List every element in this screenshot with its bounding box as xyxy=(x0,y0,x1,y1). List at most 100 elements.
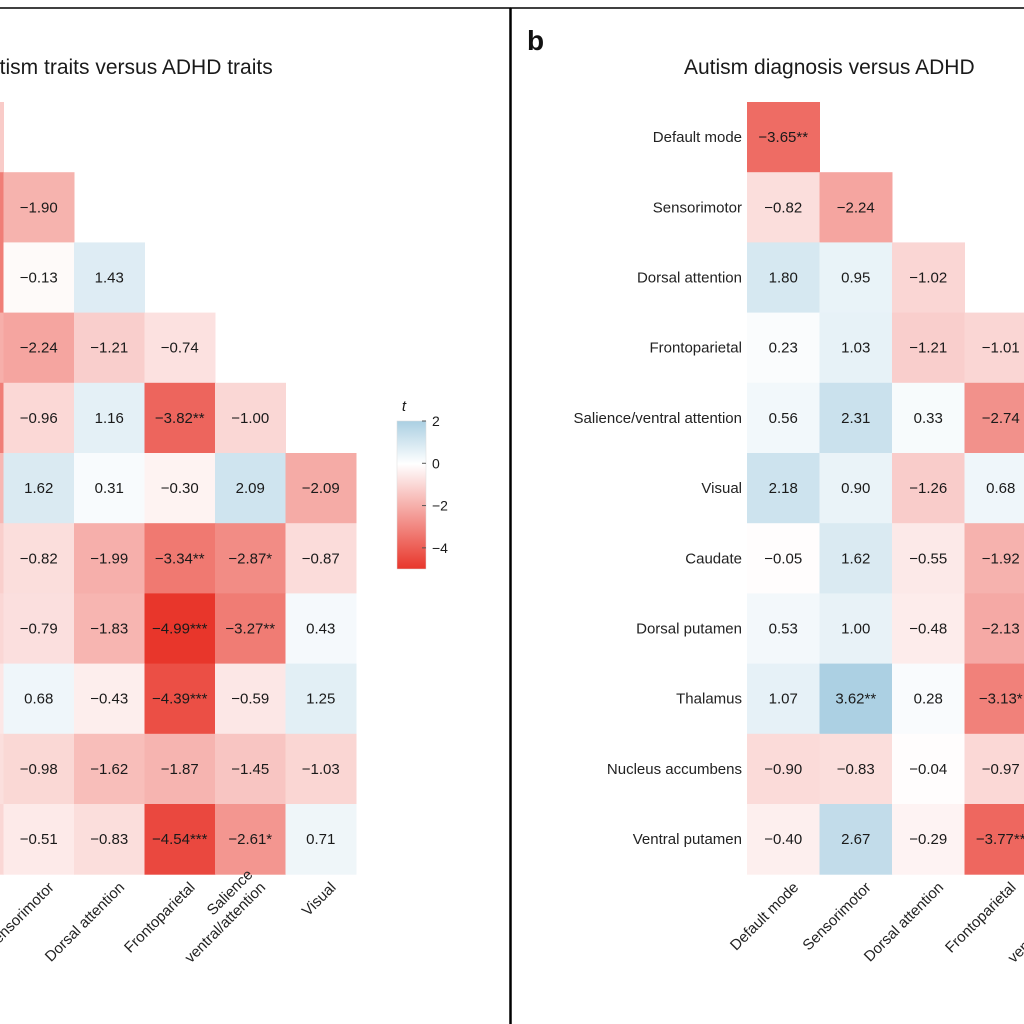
a-cell-value: −0.74 xyxy=(161,340,199,357)
b-heatmap-cell xyxy=(747,312,820,384)
b-column-label: Sensorimotor xyxy=(799,879,874,954)
a-heatmap-cell xyxy=(144,523,216,594)
a-cell-value: 1.16 xyxy=(95,410,124,427)
colorbar-tick-label: −4 xyxy=(432,540,448,556)
a-cell-value: −0.82 xyxy=(20,550,58,567)
a-column-label: Visual xyxy=(299,879,340,920)
b-cell-value: 0.23 xyxy=(769,340,798,357)
a-cell-value: −2.61* xyxy=(228,831,272,848)
b-row-label: Dorsal putamen xyxy=(636,621,742,638)
b-heatmap-cell xyxy=(747,102,820,173)
a-cell-value: 0.43 xyxy=(306,621,335,638)
b-cell-value: 1.80 xyxy=(769,270,798,287)
a-heatmap-cell xyxy=(285,804,357,875)
a-heatmap-cell xyxy=(144,382,216,454)
a-heatmap-cell xyxy=(0,242,4,314)
panel-a: Autism traits versus ADHD traits −1.90 −0… xyxy=(0,56,357,967)
a-heatmap-cell xyxy=(0,172,4,243)
b-cell-value: −1.01 xyxy=(982,340,1020,357)
b-heatmap-cell xyxy=(747,172,820,243)
b-cell-value: −2.74 xyxy=(982,410,1020,427)
b-cell-value: −3.65** xyxy=(758,129,808,146)
a-cell-value: −4.39*** xyxy=(152,691,208,708)
b-cell-value: 0.56 xyxy=(769,410,798,427)
colorbar-title: t xyxy=(402,398,407,415)
b-cell-value: 0.95 xyxy=(841,270,870,287)
a-cell-value: −0.87 xyxy=(302,550,340,567)
b-heatmap-cell xyxy=(819,242,893,314)
b-heatmap-cell xyxy=(892,312,965,384)
a-cell-value: −1.87 xyxy=(161,761,199,778)
b-cell-value: 1.00 xyxy=(841,621,870,638)
b-heatmap-cell xyxy=(747,382,820,454)
a-heatmap-cell xyxy=(215,523,286,594)
b-cell-value: 1.07 xyxy=(769,691,798,708)
a-heatmap-cell xyxy=(3,804,75,875)
b-cell-value: −1.02 xyxy=(909,270,947,287)
b-row-label: Default mode xyxy=(653,129,742,146)
b-heatmap-cell xyxy=(747,733,820,805)
a-cell-value: −1.99 xyxy=(90,550,128,567)
b-row-label: Salience/ventral attention xyxy=(574,410,742,427)
b-cell-value: −0.55 xyxy=(909,550,947,567)
b-cell-value: −0.90 xyxy=(764,761,802,778)
a-cell-value: −0.59 xyxy=(231,691,269,708)
b-cell-value: 0.53 xyxy=(769,621,798,638)
a-heatmap-cell xyxy=(144,733,216,805)
a-cell-value: 0.68 xyxy=(24,691,53,708)
b-cell-value: 1.03 xyxy=(841,340,870,357)
b-column-label-line: Frontoparietal xyxy=(942,879,1019,956)
a-heatmap-cell xyxy=(285,523,357,594)
a-heatmap-cell xyxy=(3,663,75,735)
colorbar: t 2 0 −2 −4 xyxy=(396,398,448,570)
b-heatmap-cell xyxy=(892,593,965,665)
a-heatmap-cell xyxy=(144,663,216,735)
a-heatmap-cell xyxy=(74,804,145,875)
a-cell-value: −2.09 xyxy=(302,480,340,497)
a-heatmap-cell xyxy=(144,804,216,875)
a-heatmap-cell xyxy=(74,663,145,735)
panel-b-title: Autism diagnosis versus ADHD xyxy=(684,56,975,79)
colorbar-gradient xyxy=(396,420,427,570)
colorbar-tick-label: −2 xyxy=(432,498,448,514)
a-cell-value: 1.62 xyxy=(24,480,53,497)
b-cell-value: 2.31 xyxy=(841,410,870,427)
b-row-label: Visual xyxy=(701,480,742,497)
b-heatmap-cell xyxy=(892,804,965,875)
b-heatmap-cell xyxy=(819,733,893,805)
b-heatmap-cell xyxy=(747,242,820,314)
b-cell-value: −1.26 xyxy=(909,480,947,497)
b-cell-value: −0.04 xyxy=(909,761,947,778)
a-heatmap-cell xyxy=(215,733,286,805)
a-heatmap-cell xyxy=(285,733,357,805)
a-heatmap-cell xyxy=(0,312,4,384)
a-heatmap-cell xyxy=(74,523,145,594)
b-heatmap-cell xyxy=(892,382,965,454)
a-heatmap-cell xyxy=(215,593,286,665)
a-column-label-line: Visual xyxy=(299,879,340,920)
a-heatmap-cell xyxy=(74,312,145,384)
panel-b-letter: b xyxy=(527,25,544,56)
b-heatmap-cell xyxy=(892,663,965,735)
b-row-label: Frontoparietal xyxy=(649,340,742,357)
b-cell-value: −0.05 xyxy=(764,550,802,567)
a-heatmap-cell xyxy=(144,312,216,384)
a-heatmap-cell xyxy=(0,453,4,524)
b-column-label: Frontoparietal xyxy=(942,879,1019,956)
a-cell-value: −1.62 xyxy=(90,761,128,778)
b-column-label-line: Dorsal attention xyxy=(861,879,947,965)
b-cell-value: −2.24 xyxy=(837,199,875,216)
a-heatmap-cell xyxy=(144,453,216,524)
b-heatmap-cell xyxy=(747,804,820,875)
a-column-label-line: Sensorimotor xyxy=(0,879,58,954)
b-cell-value: 2.67 xyxy=(841,831,870,848)
b-cell-value: 0.68 xyxy=(986,480,1015,497)
a-cell-value: −0.13 xyxy=(20,270,58,287)
b-cell-value: −3.77** xyxy=(976,831,1024,848)
b-heatmap-cell xyxy=(892,242,965,314)
a-cell-value: 0.71 xyxy=(306,831,335,848)
b-heatmap-cell xyxy=(964,453,1024,524)
a-heatmap-cell xyxy=(0,102,4,173)
